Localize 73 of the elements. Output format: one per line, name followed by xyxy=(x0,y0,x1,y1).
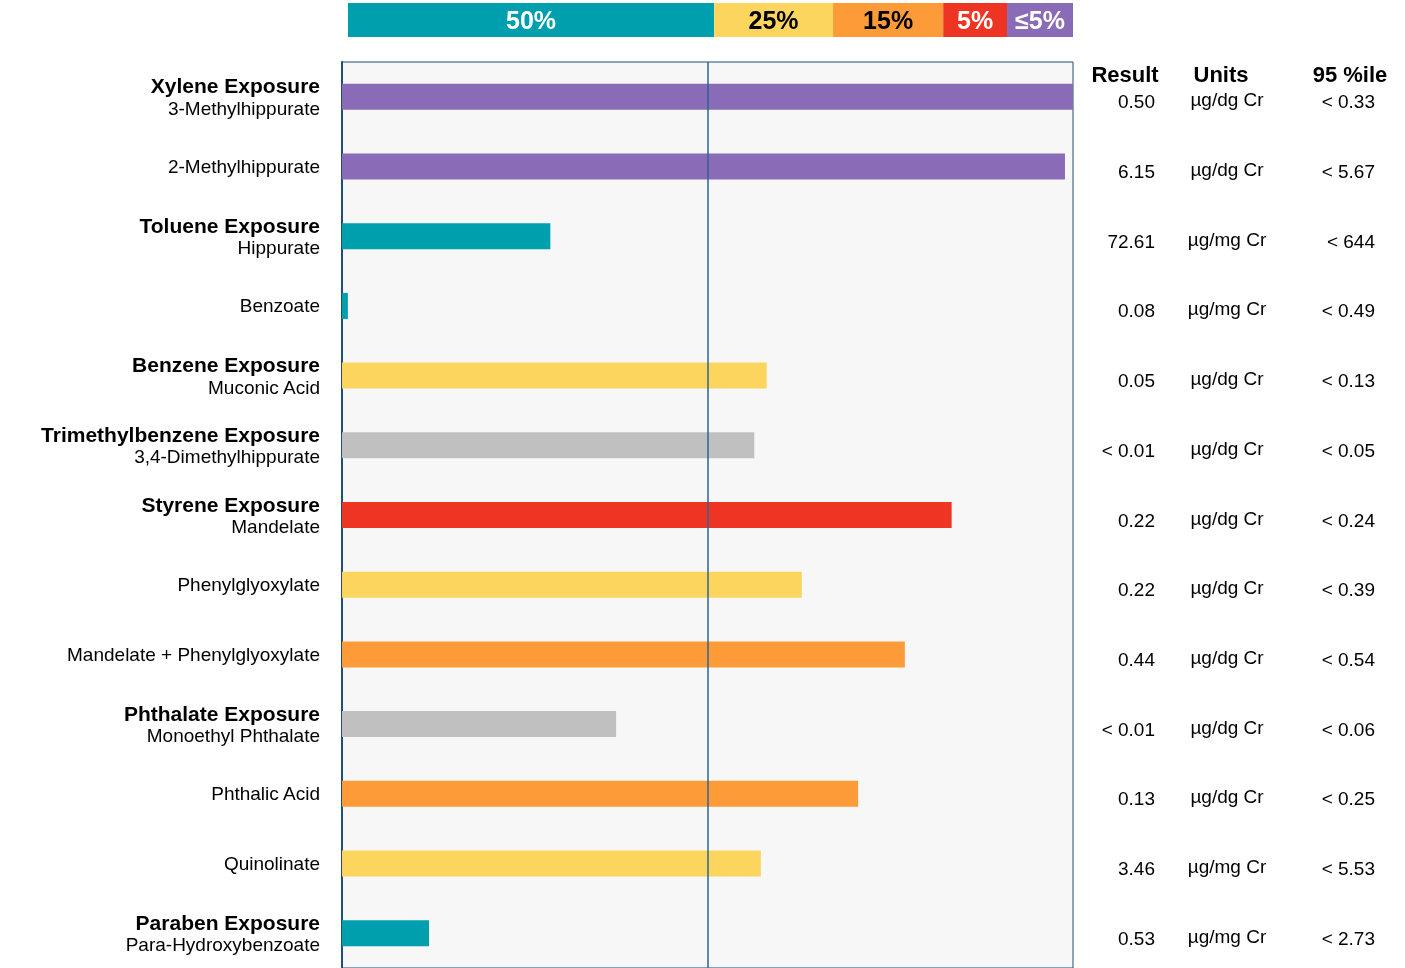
text: µg/mg Cr xyxy=(1187,855,1267,877)
y-tick-label: Quinolinate xyxy=(223,852,320,874)
text: 0.22 xyxy=(1118,509,1155,531)
text: µg/dg Cr xyxy=(1190,159,1265,181)
text: µg/mg Cr xyxy=(1187,228,1267,250)
text: 15% xyxy=(863,6,914,34)
text: 0.44 xyxy=(1118,648,1156,670)
y-tick-label: Phthalate Exposure Monoethyl Phthalate xyxy=(123,701,320,747)
text: µg/dg Cr xyxy=(1190,437,1265,459)
text: < 5.53 xyxy=(1321,857,1375,879)
text: 5% xyxy=(957,6,994,34)
y-tick-label: Benzene Exposure Muconic Acid xyxy=(132,353,320,398)
bar xyxy=(342,850,761,877)
bar xyxy=(342,780,859,807)
y-tick-label: Mandelate + Phenylglyoxylate xyxy=(67,643,320,665)
bar xyxy=(342,83,1073,110)
text: < 0.39 xyxy=(1321,579,1375,601)
text: 0.08 xyxy=(1118,300,1155,322)
text: Result xyxy=(1091,61,1160,87)
bar xyxy=(342,711,617,738)
text: µg/dg Cr xyxy=(1190,646,1265,668)
text: < 0.06 xyxy=(1321,718,1375,740)
y-tick-label: Toluene Exposure Hippurate xyxy=(139,213,320,259)
text: < 0.01 xyxy=(1101,718,1155,740)
series-label: ≤5% xyxy=(1015,6,1065,34)
bar xyxy=(342,292,348,319)
text: µg/dg Cr xyxy=(1190,577,1265,599)
text: < 0.05 xyxy=(1321,439,1375,461)
y-tick-label: Phenylglyoxylate xyxy=(177,574,320,596)
y-tick-label: Phthalic Acid xyxy=(211,783,320,805)
bar xyxy=(342,571,802,598)
bar xyxy=(342,362,767,389)
text: < 0.49 xyxy=(1321,300,1375,322)
bar xyxy=(342,223,551,250)
text: < 0.25 xyxy=(1321,788,1375,810)
text: 50% xyxy=(506,6,557,34)
text: < 0.33 xyxy=(1321,91,1375,113)
text: < 0.54 xyxy=(1321,648,1376,670)
text: µg/dg Cr xyxy=(1190,786,1265,808)
text: 0.50 xyxy=(1118,91,1155,113)
text: < 644 xyxy=(1326,230,1376,252)
text: < 0.13 xyxy=(1321,370,1375,392)
y-tick-label: Benzoate xyxy=(239,295,320,317)
text: 95 %ile xyxy=(1312,61,1388,87)
text: 0.22 xyxy=(1118,579,1155,601)
text: µg/dg Cr xyxy=(1190,368,1265,390)
text: < 0.01 xyxy=(1101,439,1155,461)
bar xyxy=(342,432,755,459)
text: 6.15 xyxy=(1118,161,1155,183)
text: 0.53 xyxy=(1118,927,1155,949)
bar xyxy=(342,153,1065,180)
text: 3.46 xyxy=(1118,857,1155,879)
text: µg/dg Cr xyxy=(1190,716,1265,738)
text: µg/dg Cr xyxy=(1190,507,1265,529)
y-tick-label: Trimethylbenzene Exposure 3,4-Dimethylhippurate xyxy=(41,422,320,468)
text: Units xyxy=(1193,61,1249,87)
text: < 0.24 xyxy=(1321,509,1376,531)
bar xyxy=(342,502,952,528)
text: 72.61 xyxy=(1107,230,1155,252)
text: 25% xyxy=(748,6,799,34)
text: < 2.73 xyxy=(1321,927,1375,949)
bar xyxy=(342,920,429,947)
text: 0.05 xyxy=(1118,370,1155,392)
text: < 5.67 xyxy=(1321,161,1375,183)
text: µg/mg Cr xyxy=(1187,298,1267,320)
y-tick-label: Styrene Exposure Mandelate xyxy=(141,492,320,537)
text: µg/mg Cr xyxy=(1187,925,1267,947)
bar xyxy=(342,641,905,668)
y-tick-label: 2-Methylhippurate xyxy=(167,156,320,178)
y-tick-label: Xylene Exposure 3-Methylhippurate xyxy=(150,74,320,119)
y-tick-label: Paraben Exposure Para-Hydroxybenzoate xyxy=(125,910,320,956)
text: µg/dg Cr xyxy=(1190,89,1265,111)
text: 0.13 xyxy=(1118,788,1155,810)
